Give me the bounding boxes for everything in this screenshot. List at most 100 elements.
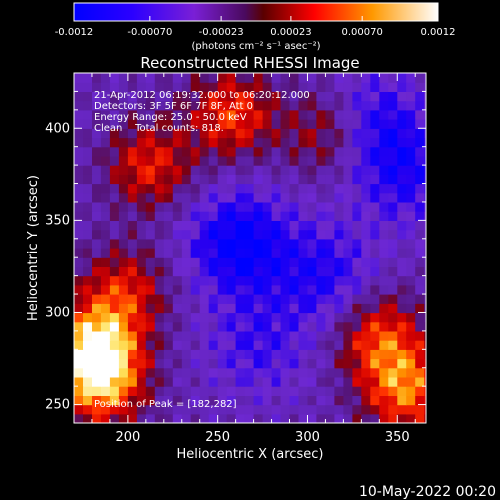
heatmap-cell <box>163 321 174 332</box>
heatmap-cell <box>118 229 129 240</box>
heatmap-cell <box>388 376 398 387</box>
heatmap-cell <box>406 201 416 212</box>
heatmap-cell <box>181 321 192 332</box>
heatmap-cell <box>262 73 273 83</box>
heatmap-cell <box>74 146 84 157</box>
heatmap-cell <box>388 257 398 267</box>
heatmap-cell <box>370 404 380 415</box>
heatmap-cell <box>424 395 426 406</box>
colorbar: -0.0012 -0.00070 -0.00023 0.00023 0.00070 0.0… <box>55 2 456 52</box>
heatmap-cell <box>316 91 326 102</box>
heatmap-cell <box>181 330 192 341</box>
heatmap-cell <box>289 248 300 258</box>
heatmap-cell <box>253 376 264 387</box>
heatmap-cell <box>145 220 156 231</box>
heatmap-cell <box>316 146 326 157</box>
heatmap-cell <box>199 238 210 249</box>
heatmap-cell <box>307 413 318 423</box>
heatmap-cell <box>271 294 282 304</box>
heatmap-cell <box>83 183 93 194</box>
heatmap-cell <box>100 128 111 139</box>
heatmap-cell <box>280 367 291 378</box>
heatmap-cell <box>253 395 264 406</box>
heatmap-cell <box>262 330 273 341</box>
heatmap-cell <box>253 294 264 304</box>
heatmap-cell <box>217 100 228 111</box>
heatmap-cell <box>118 376 129 387</box>
heatmap-cell <box>325 330 335 341</box>
heatmap-cell <box>325 376 335 387</box>
heatmap-cell <box>253 155 264 166</box>
heatmap-cell <box>280 248 291 258</box>
heatmap-cell <box>361 376 371 387</box>
heatmap-cell <box>289 165 300 175</box>
heatmap-cell <box>92 192 102 203</box>
heatmap-cell <box>100 294 111 304</box>
heatmap-cell <box>136 109 147 120</box>
heatmap-cell <box>92 303 102 314</box>
heatmap-cell <box>316 109 326 120</box>
heatmap-cell <box>316 229 326 240</box>
heatmap-cell <box>262 340 273 350</box>
heatmap-cell <box>172 201 183 212</box>
heatmap-cell <box>92 376 102 387</box>
heatmap-cell <box>397 229 407 240</box>
heatmap-cell <box>406 220 416 231</box>
heatmap-cell <box>289 303 300 314</box>
heatmap-cell <box>172 128 183 139</box>
heatmap-cell <box>74 321 84 332</box>
heatmap-cell <box>172 330 183 341</box>
heatmap-cell <box>289 146 300 157</box>
heatmap-cell <box>235 183 246 194</box>
heatmap-cell <box>253 109 264 120</box>
heatmap-cell <box>289 229 300 240</box>
heatmap-cell <box>127 284 138 295</box>
heatmap-cell <box>280 174 291 185</box>
heatmap-cell <box>289 367 300 378</box>
heatmap-cell <box>397 192 407 203</box>
heatmap-cell <box>343 128 353 139</box>
heatmap-cell <box>145 229 156 240</box>
heatmap-cell <box>92 201 102 212</box>
heatmap-cell <box>397 303 407 314</box>
heatmap-cell <box>74 155 84 166</box>
heatmap-cell <box>163 192 174 203</box>
heatmap-cell <box>190 128 201 139</box>
heatmap-cell <box>397 349 407 360</box>
heatmap-cell <box>280 155 291 166</box>
heatmap-cell <box>271 100 282 111</box>
heatmap-cell <box>109 330 120 341</box>
heatmap-cell <box>352 321 362 332</box>
heatmap-cell <box>127 192 138 203</box>
heatmap-cell <box>271 211 282 221</box>
heatmap-cell <box>190 395 201 406</box>
heatmap-cell <box>343 100 353 111</box>
heatmap-cell <box>379 155 389 166</box>
heatmap-cell <box>83 220 93 231</box>
heatmap-cell <box>190 137 201 148</box>
heatmap-cell <box>262 404 273 415</box>
heatmap-cell <box>127 312 138 323</box>
heatmap-cell <box>352 275 362 286</box>
heatmap-cell <box>388 349 398 360</box>
heatmap-cell <box>343 294 353 304</box>
heatmap-cell <box>334 174 344 185</box>
heatmap-cell <box>289 349 300 360</box>
heatmap-cell <box>370 128 380 139</box>
heatmap-cell <box>163 220 174 231</box>
heatmap-cell <box>361 91 371 102</box>
heatmap-cell <box>388 229 398 240</box>
heatmap-cell <box>253 165 264 175</box>
heatmap-cell <box>145 404 156 415</box>
heatmap-cell <box>397 358 407 369</box>
heatmap-cell <box>388 386 398 396</box>
heatmap-cell <box>92 119 102 129</box>
heatmap-cell <box>406 229 416 240</box>
heatmap-cell <box>415 220 425 231</box>
heatmap-cell <box>253 73 264 83</box>
heatmap-cell <box>172 146 183 157</box>
heatmap-cell <box>316 367 326 378</box>
heatmap-cell <box>118 155 129 166</box>
heatmap-cell <box>109 211 120 221</box>
heatmap-cell <box>118 303 129 314</box>
